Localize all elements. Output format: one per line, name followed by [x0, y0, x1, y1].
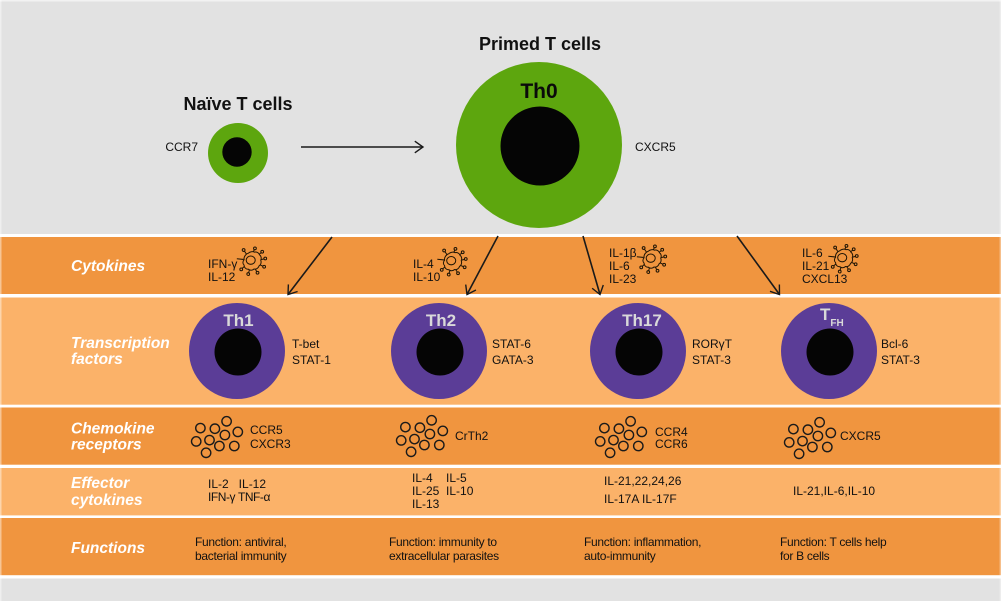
svg-text:STAT-1: STAT-1 — [292, 353, 331, 367]
svg-text:extracellular parasites: extracellular parasites — [389, 549, 499, 563]
svg-text:IL-4 IL-5: IL-4 IL-5 — [412, 471, 467, 485]
svg-text:IL-25 IL-10: IL-25 IL-10 — [412, 484, 474, 498]
svg-text:CCR7: CCR7 — [165, 140, 198, 154]
svg-text:auto-immunity: auto-immunity — [584, 549, 656, 563]
svg-text:IL-1β: IL-1β — [609, 246, 637, 260]
svg-text:IL-6: IL-6 — [802, 246, 823, 260]
svg-text:Effector: Effector — [71, 475, 130, 492]
svg-text:Function: inflammation,: Function: inflammation, — [584, 535, 701, 549]
svg-text:IL-4: IL-4 — [413, 257, 434, 271]
svg-text:GATA-3: GATA-3 — [492, 353, 534, 367]
svg-text:CXCL13: CXCL13 — [802, 272, 848, 286]
svg-text:Th1: Th1 — [223, 311, 253, 330]
svg-text:CCR6: CCR6 — [655, 437, 688, 451]
svg-text:Function: T cells help: Function: T cells help — [780, 535, 887, 549]
svg-text:receptors: receptors — [71, 437, 142, 454]
svg-text:STAT-3: STAT-3 — [692, 353, 731, 367]
svg-text:CXCR5: CXCR5 — [840, 429, 881, 443]
svg-text:RORγT: RORγT — [692, 337, 733, 351]
svg-text:bacterial immunity: bacterial immunity — [195, 549, 287, 563]
svg-text:IL-21,IL-6,IL-10: IL-21,IL-6,IL-10 — [793, 484, 875, 498]
svg-text:IL-23: IL-23 — [609, 272, 637, 286]
svg-text:IL-21: IL-21 — [802, 259, 830, 273]
svg-text:IL-13: IL-13 — [412, 497, 440, 511]
svg-text:IFN-γ: IFN-γ — [208, 257, 237, 271]
svg-text:STAT-3: STAT-3 — [881, 353, 920, 367]
svg-text:Naïve T cells: Naïve T cells — [183, 94, 292, 114]
svg-text:IL-12: IL-12 — [208, 270, 236, 284]
svg-text:CrTh2: CrTh2 — [455, 429, 489, 443]
svg-text:CXCR3: CXCR3 — [250, 437, 291, 451]
svg-text:CCR4: CCR4 — [655, 425, 688, 439]
svg-text:IFN-γ TNF-α: IFN-γ TNF-α — [208, 490, 270, 504]
svg-text:CCR5: CCR5 — [250, 423, 283, 437]
svg-text:Primed T cells: Primed T cells — [479, 34, 601, 54]
svg-text:Cytokines: Cytokines — [71, 258, 145, 275]
svg-text:Th2: Th2 — [426, 311, 456, 330]
svg-text:for B cells: for B cells — [780, 549, 830, 563]
svg-text:T-bet: T-bet — [292, 337, 320, 351]
svg-text:Th0: Th0 — [520, 80, 557, 103]
svg-text:IL-6: IL-6 — [609, 259, 630, 273]
svg-text:cytokines: cytokines — [71, 492, 143, 509]
svg-text:factors: factors — [71, 351, 123, 368]
svg-text:Function: antiviral,: Function: antiviral, — [195, 535, 286, 549]
svg-text:Bcl-6: Bcl-6 — [881, 337, 909, 351]
svg-text:IL-21,22,24,26: IL-21,22,24,26 — [604, 474, 682, 488]
svg-text:Th17: Th17 — [622, 311, 662, 330]
svg-text:IL-2 IL-12: IL-2 IL-12 — [208, 477, 266, 491]
svg-text:IL-10: IL-10 — [413, 270, 441, 284]
svg-text:CXCR5: CXCR5 — [635, 140, 676, 154]
svg-text:IL-17A IL-17F: IL-17A IL-17F — [604, 492, 677, 506]
svg-text:Functions: Functions — [71, 540, 145, 557]
svg-text:Transcription: Transcription — [71, 335, 170, 352]
svg-text:Function: immunity to: Function: immunity to — [389, 535, 497, 549]
svg-text:STAT-6: STAT-6 — [492, 337, 531, 351]
svg-text:Chemokine: Chemokine — [71, 421, 155, 438]
